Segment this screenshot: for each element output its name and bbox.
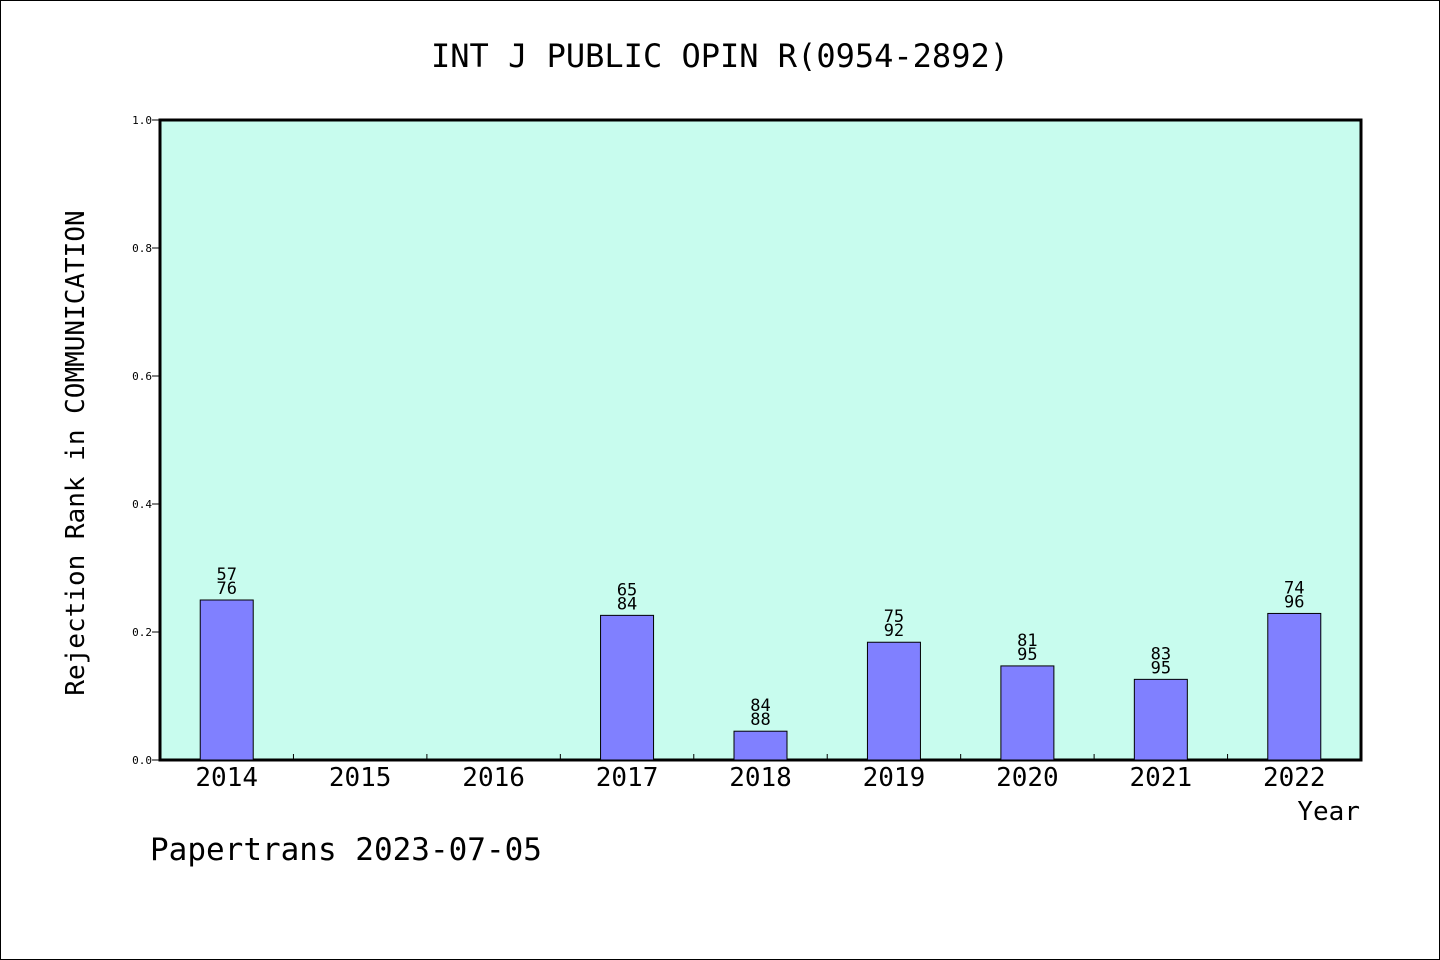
- bar: [600, 614, 655, 761]
- x-tick-label: 2022: [1263, 763, 1326, 793]
- bar-data-label-top: 83: [1151, 644, 1171, 664]
- x-axis-label: Year: [1297, 797, 1360, 827]
- x-tick-label: 2020: [996, 763, 1059, 793]
- y-axis-label: Rejection Rank in COMMUNICATION: [61, 210, 91, 695]
- bar-data-label-top: 84: [750, 696, 770, 716]
- bar-data-label-bottom: 95: [1151, 658, 1171, 678]
- bar-data-label-top: 75: [884, 607, 904, 627]
- bars-layer: [199, 599, 1322, 761]
- bar-data-label-bottom: 92: [884, 621, 904, 641]
- bar-data-label-top: 57: [216, 565, 236, 585]
- chart-title: INT J PUBLIC OPIN R(0954-2892): [431, 37, 1009, 75]
- bar: [199, 599, 254, 761]
- y-tick-label: 0.0: [132, 754, 152, 767]
- bar: [1133, 678, 1188, 761]
- x-tick-label: 2014: [195, 763, 258, 793]
- footer-note: Papertrans 2023-07-05: [150, 832, 542, 868]
- bar-data-label-bottom: 95: [1017, 645, 1037, 665]
- x-tick-label: 2021: [1130, 763, 1193, 793]
- bar: [1267, 612, 1322, 761]
- bar-data-label-bottom: 96: [1284, 592, 1304, 612]
- y-tick-label: 0.4: [132, 498, 152, 511]
- y-tick-label: 0.2: [132, 626, 152, 639]
- ticks-layer: 0.0 0.2 0.4 0.6 0.8 1.0 2014 2015 2016 2017 2018 20…: [132, 114, 1325, 793]
- bar-data-label-top: 65: [617, 580, 637, 600]
- bar-data-label-top: 81: [1017, 631, 1037, 651]
- bar: [733, 730, 788, 761]
- y-tick-label: 0.6: [132, 370, 152, 383]
- bar: [1000, 665, 1055, 761]
- x-tick-label: 2015: [329, 763, 392, 793]
- bar-data-label-bottom: 84: [617, 594, 637, 614]
- bar: [866, 641, 921, 761]
- plot-area: [158, 118, 1363, 762]
- x-tick-label: 2017: [596, 763, 659, 793]
- bar-data-label-bottom: 76: [216, 579, 236, 599]
- x-tick-label: 2018: [729, 763, 792, 793]
- y-tick-label: 1.0: [132, 114, 152, 127]
- bar-data-label-top: 74: [1284, 578, 1304, 598]
- y-tick-label: 0.8: [132, 242, 152, 255]
- bar-data-label-bottom: 88: [750, 710, 770, 730]
- x-tick-label: 2019: [863, 763, 926, 793]
- x-tick-label: 2016: [462, 763, 525, 793]
